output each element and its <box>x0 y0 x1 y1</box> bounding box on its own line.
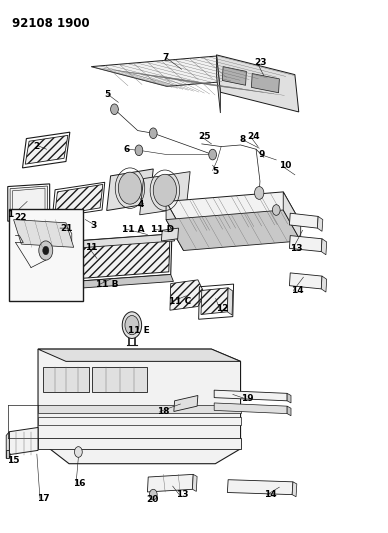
Circle shape <box>153 174 177 206</box>
Text: 11 A: 11 A <box>122 225 145 233</box>
Polygon shape <box>321 239 327 255</box>
Polygon shape <box>289 213 318 228</box>
Circle shape <box>118 172 142 204</box>
Text: 6: 6 <box>123 145 130 154</box>
Polygon shape <box>8 184 50 221</box>
Polygon shape <box>201 288 228 314</box>
Polygon shape <box>287 393 291 403</box>
Polygon shape <box>38 417 241 425</box>
Circle shape <box>209 149 217 160</box>
Circle shape <box>255 187 264 199</box>
Polygon shape <box>10 186 47 219</box>
Circle shape <box>135 145 143 156</box>
Text: 12: 12 <box>216 304 228 312</box>
Polygon shape <box>38 349 241 464</box>
Text: 11 E: 11 E <box>128 326 150 335</box>
Polygon shape <box>74 274 173 288</box>
Polygon shape <box>6 432 9 458</box>
Text: 14: 14 <box>291 286 304 295</box>
Text: 13: 13 <box>176 490 189 499</box>
Polygon shape <box>251 74 279 93</box>
Polygon shape <box>92 367 147 392</box>
Polygon shape <box>289 273 322 289</box>
Circle shape <box>122 312 142 338</box>
Text: 4: 4 <box>138 200 144 208</box>
Polygon shape <box>227 288 233 315</box>
Polygon shape <box>289 236 322 252</box>
Polygon shape <box>38 349 241 361</box>
Polygon shape <box>292 482 297 497</box>
Text: 9: 9 <box>258 150 264 159</box>
Text: 20: 20 <box>147 496 159 504</box>
Polygon shape <box>140 172 190 215</box>
Circle shape <box>149 489 157 500</box>
Text: 13: 13 <box>290 244 303 253</box>
Polygon shape <box>76 237 170 279</box>
Text: 24: 24 <box>248 132 260 141</box>
Polygon shape <box>43 367 89 392</box>
Text: 5: 5 <box>213 167 219 175</box>
Circle shape <box>272 205 280 215</box>
Circle shape <box>43 246 49 255</box>
Circle shape <box>125 316 139 335</box>
Polygon shape <box>6 450 9 458</box>
Polygon shape <box>317 216 323 231</box>
Polygon shape <box>166 192 301 232</box>
Polygon shape <box>91 56 295 86</box>
Text: 23: 23 <box>255 59 267 67</box>
Polygon shape <box>107 169 153 211</box>
Text: 11: 11 <box>85 243 97 252</box>
Circle shape <box>111 104 118 115</box>
Polygon shape <box>74 241 78 281</box>
Polygon shape <box>170 280 205 310</box>
Circle shape <box>74 447 82 457</box>
Circle shape <box>149 128 157 139</box>
Polygon shape <box>9 427 38 455</box>
Polygon shape <box>12 188 45 217</box>
Text: 16: 16 <box>73 480 85 488</box>
Polygon shape <box>217 55 220 113</box>
Text: 92108 1900: 92108 1900 <box>12 17 89 30</box>
Polygon shape <box>217 55 299 112</box>
Polygon shape <box>287 406 291 416</box>
Polygon shape <box>25 135 68 164</box>
Text: 22: 22 <box>15 213 27 222</box>
Text: 3: 3 <box>90 222 96 230</box>
Text: 21: 21 <box>60 224 73 232</box>
Text: 18: 18 <box>157 407 170 416</box>
Circle shape <box>39 241 53 260</box>
Polygon shape <box>166 210 301 251</box>
Text: 11 B: 11 B <box>96 280 119 288</box>
Text: 17: 17 <box>37 494 50 503</box>
Polygon shape <box>38 438 241 449</box>
FancyBboxPatch shape <box>9 209 83 301</box>
Polygon shape <box>55 184 103 215</box>
Text: 14: 14 <box>264 490 277 499</box>
Polygon shape <box>174 395 198 411</box>
Polygon shape <box>321 276 327 292</box>
Text: 25: 25 <box>198 132 210 141</box>
Polygon shape <box>78 234 175 248</box>
Text: 11 D: 11 D <box>151 225 174 233</box>
Polygon shape <box>38 405 241 413</box>
Polygon shape <box>166 201 184 251</box>
Polygon shape <box>14 220 74 247</box>
Text: 2: 2 <box>33 142 39 150</box>
Polygon shape <box>214 390 287 401</box>
Text: 5: 5 <box>104 90 110 99</box>
Text: 8: 8 <box>240 135 246 144</box>
Polygon shape <box>214 403 287 414</box>
Text: 1: 1 <box>7 210 13 219</box>
Polygon shape <box>192 474 197 491</box>
Text: 10: 10 <box>279 161 292 169</box>
Text: 19: 19 <box>241 394 253 402</box>
Polygon shape <box>283 192 301 241</box>
Polygon shape <box>161 228 178 241</box>
Text: 15: 15 <box>7 456 19 465</box>
Polygon shape <box>227 480 293 495</box>
Text: 7: 7 <box>162 53 168 62</box>
Polygon shape <box>222 67 246 85</box>
Polygon shape <box>147 474 193 492</box>
Text: 11 C: 11 C <box>169 297 191 305</box>
